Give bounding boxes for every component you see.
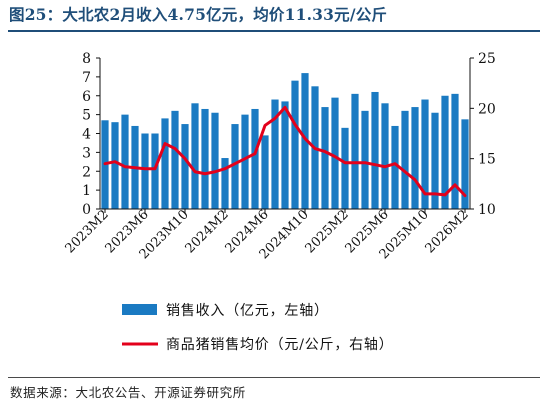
bar-2023M11 <box>191 103 199 209</box>
bar-2025M7 <box>391 125 399 209</box>
bar-2024M12 <box>321 107 329 209</box>
bar-2025M8 <box>401 110 409 209</box>
bar-2024M8 <box>281 101 289 209</box>
bar-2023M4 <box>121 114 129 210</box>
x-tick-label-2026M2: 2026M2 <box>423 207 472 256</box>
bar-2025M3 <box>351 93 359 209</box>
figure-title: 图25：大北农2月收入4.75亿元，均价11.33元/公斤 <box>9 5 388 24</box>
bar-2024M4 <box>241 114 249 210</box>
left-tick-label-3: 3 <box>82 145 91 161</box>
bar-2025M11 <box>431 112 439 209</box>
bar-2025M4 <box>361 110 369 209</box>
bar-2025M2 <box>341 127 349 209</box>
legend-label-revenue: 销售收入（亿元，左轴） <box>166 303 329 319</box>
left-tick-label-5: 5 <box>82 108 91 124</box>
bar-2023M6 <box>141 133 149 209</box>
left-tick-label-4: 4 <box>82 127 91 143</box>
right-tick-label-15: 15 <box>478 152 496 168</box>
bar-2023M7 <box>151 133 159 209</box>
bar-2025M10 <box>421 99 429 209</box>
bar-2024M5 <box>251 108 259 209</box>
bar-2025M12 <box>441 95 449 209</box>
bar-2023M8 <box>161 118 169 209</box>
left-tick-label-0: 0 <box>82 202 91 218</box>
left-tick-label-6: 6 <box>82 89 91 105</box>
price-line <box>103 105 467 198</box>
bar-2025M1 <box>331 97 339 209</box>
bar-2024M2 <box>221 158 229 209</box>
left-tick-label-2: 2 <box>82 164 91 180</box>
title-divider <box>8 30 540 32</box>
bar-2024M6 <box>261 135 269 209</box>
source-divider <box>8 377 540 378</box>
bar-2024M3 <box>231 124 239 209</box>
bar-2025M6 <box>381 103 389 209</box>
bar-2025M9 <box>411 107 419 209</box>
bar-2026M1 <box>451 93 459 209</box>
bar-2023M3 <box>111 122 119 209</box>
right-tick-label-25: 25 <box>478 51 496 67</box>
bar-2023M12 <box>201 108 209 209</box>
legend-swatch-revenue <box>122 304 157 315</box>
legend-label-price: 商品猪销售均价（元/公斤，右轴） <box>166 337 394 353</box>
left-tick-label-7: 7 <box>82 70 91 86</box>
right-tick-label-10: 10 <box>478 202 496 218</box>
left-tick-label-1: 1 <box>82 183 91 199</box>
source-note: 数据来源：大北农公告、开源证券研究所 <box>10 385 246 400</box>
chart-canvas: 012345678101520252023M22023M62023M102024… <box>63 51 496 353</box>
bar-2024M10 <box>301 73 309 209</box>
bar-2024M1 <box>211 112 219 209</box>
right-tick-label-20: 20 <box>478 101 496 117</box>
bar-2023M10 <box>181 124 189 209</box>
bar-2023M9 <box>171 110 179 209</box>
bar-2026M2 <box>461 119 469 209</box>
left-tick-label-8: 8 <box>82 51 91 67</box>
bar-2024M9 <box>291 80 299 210</box>
bar-2024M7 <box>271 99 279 209</box>
bar-2025M5 <box>371 91 379 209</box>
